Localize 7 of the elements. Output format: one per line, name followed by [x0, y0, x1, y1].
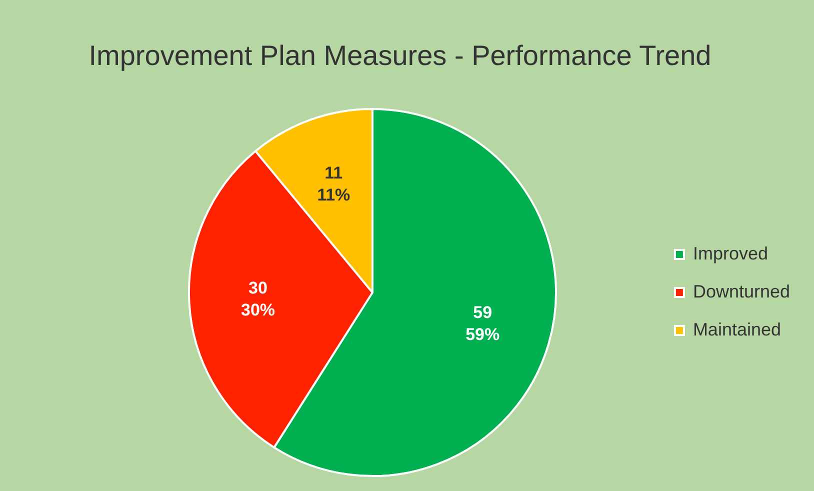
legend-label: Downturned [692, 281, 790, 302]
data-label: 59 59% [466, 303, 500, 344]
data-label: 30 30% [240, 278, 276, 320]
data-label: 11 11% [317, 163, 350, 204]
chart-title: Improvement Plan Measures - Performance Trend [88, 39, 712, 73]
legend-label: Improved [692, 243, 768, 264]
legend-label: Maintained [692, 319, 782, 340]
